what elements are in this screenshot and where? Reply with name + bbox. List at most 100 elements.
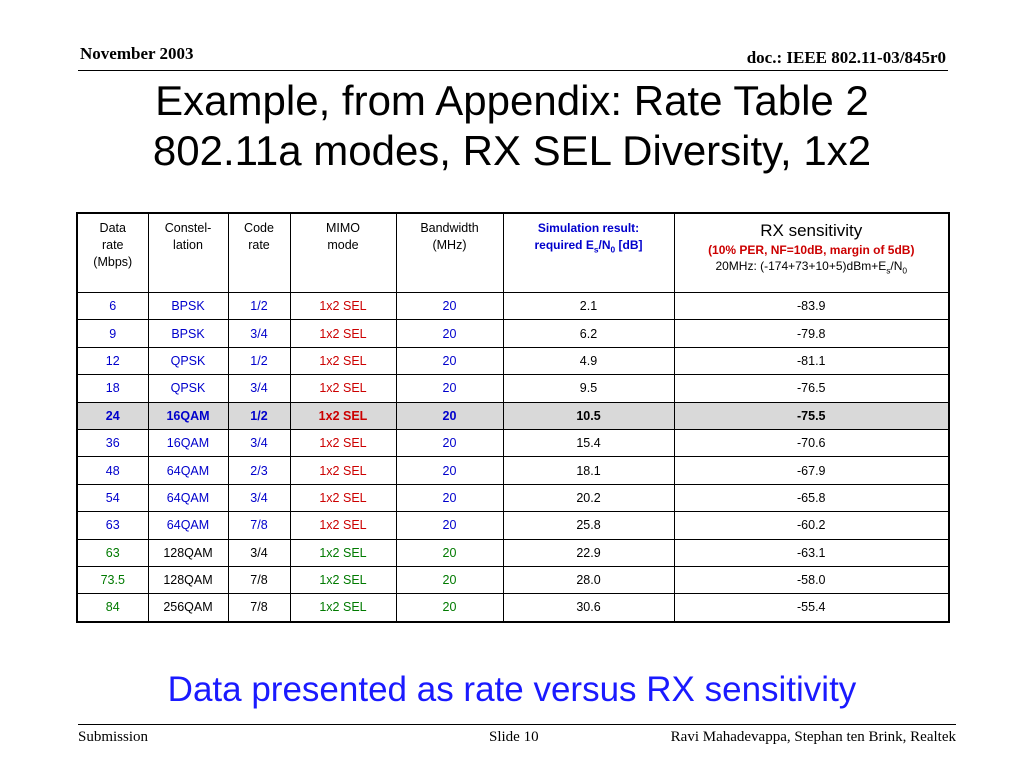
- table-row: 36 16QAM 3/4 1x2 SEL 20 15.4 -70.6: [76, 428, 950, 458]
- cell-mimo-mode: 1x2 SEL: [289, 428, 397, 458]
- cell-code-rate: 3/4: [227, 374, 291, 403]
- header-code-rate: Code rate: [227, 212, 291, 293]
- cell-constellation: QPSK: [147, 374, 229, 403]
- cell-bandwidth: 20: [395, 319, 504, 348]
- header-rx-formula-sub-s: s: [886, 265, 891, 276]
- cell-bandwidth: 20: [395, 374, 504, 403]
- cell-rx-sensitivity: -75.5: [673, 401, 950, 430]
- cell-rate: 63: [76, 511, 149, 540]
- cell-rx-sensitivity: -81.1: [673, 346, 950, 376]
- cell-rx-sensitivity: -65.8: [673, 483, 950, 513]
- cell-simulation-result: 25.8: [502, 511, 675, 540]
- cell-rx-sensitivity: -83.9: [673, 291, 950, 321]
- cell-rx-sensitivity: -58.0: [673, 565, 950, 595]
- cell-simulation-result: 28.0: [502, 565, 675, 595]
- header-data-rate: Data rate (Mbps): [76, 212, 149, 293]
- cell-code-rate: 1/2: [227, 401, 291, 430]
- cell-constellation: 64QAM: [147, 511, 229, 540]
- header-mimo-mode: MIMO mode: [289, 212, 397, 293]
- cell-bandwidth: 20: [395, 401, 504, 430]
- cell-code-rate: 7/8: [227, 593, 291, 623]
- table-row: 9 BPSK 3/4 1x2 SEL 20 6.2 -79.8: [76, 319, 950, 348]
- table-row: 6 BPSK 1/2 1x2 SEL 20 2.1 -83.9: [76, 291, 950, 321]
- table-row: 48 64QAM 2/3 1x2 SEL 20 18.1 -67.9: [76, 456, 950, 485]
- cell-bandwidth: 20: [395, 483, 504, 513]
- cell-rx-sensitivity: -55.4: [673, 593, 950, 623]
- cell-bandwidth: 20: [395, 291, 504, 321]
- header-bandwidth-line-2: (MHz): [432, 238, 467, 252]
- footer-slide-number: Slide 10: [489, 729, 539, 745]
- footer-submission: Submission: [78, 729, 149, 745]
- cell-code-rate: 1/2: [227, 346, 291, 376]
- header-rx-formula-mid: /N: [890, 259, 903, 273]
- cell-simulation-result: 15.4: [502, 428, 675, 458]
- cell-mimo-mode: 1x2 SEL: [289, 291, 397, 321]
- header-bandwidth-line-1: Bandwidth: [420, 221, 479, 235]
- header-constellation-line-2: lation: [173, 238, 203, 252]
- header-rx-note: (10% PER, NF=10dB, margin of 5dB): [708, 243, 915, 257]
- cell-simulation-result: 20.2: [502, 483, 675, 513]
- table-row: 12 QPSK 1/2 1x2 SEL 20 4.9 -81.1: [76, 346, 950, 376]
- header-constellation-line-1: Constel-: [164, 221, 212, 235]
- slide-title-line-1: Example, from Appendix: Rate Table 2: [155, 77, 869, 124]
- cell-constellation: BPSK: [147, 319, 229, 348]
- cell-constellation: 128QAM: [147, 538, 229, 567]
- cell-rate: 54: [76, 483, 149, 513]
- cell-code-rate: 7/8: [227, 565, 291, 595]
- footer-divider: [78, 724, 956, 725]
- cell-constellation: 256QAM: [147, 593, 229, 623]
- cell-mimo-mode: 1x2 SEL: [289, 565, 397, 595]
- header-sim-text-mid: /N: [598, 238, 611, 252]
- table-row: 24 16QAM 1/2 1x2 SEL 20 10.5 -75.5: [76, 401, 950, 430]
- cell-constellation: 64QAM: [147, 456, 229, 485]
- cell-rate: 48: [76, 456, 149, 485]
- header-mimo-line-1: MIMO: [325, 221, 361, 235]
- cell-bandwidth: 20: [395, 511, 504, 540]
- cell-simulation-result: 9.5: [502, 374, 675, 403]
- cell-rate: 6: [76, 291, 149, 321]
- table-row: 73.5 128QAM 7/8 1x2 SEL 20 28.0 -58.0: [76, 565, 950, 595]
- cell-code-rate: 7/8: [227, 511, 291, 540]
- header-date: November 2003: [80, 44, 194, 63]
- cell-mimo-mode: 1x2 SEL: [289, 483, 397, 513]
- cell-rate: 12: [76, 346, 149, 376]
- cell-mimo-mode: 1x2 SEL: [289, 346, 397, 376]
- table-row: 18 QPSK 3/4 1x2 SEL 20 9.5 -76.5: [76, 374, 950, 403]
- cell-constellation: 128QAM: [147, 565, 229, 595]
- header-sim-line-2: required Es/N0 [dB]: [534, 238, 643, 255]
- cell-rx-sensitivity: -79.8: [673, 319, 950, 348]
- table-row: 54 64QAM 3/4 1x2 SEL 20 20.2 -65.8: [76, 483, 950, 513]
- cell-bandwidth: 20: [395, 565, 504, 595]
- header-doc-id: doc.: IEEE 802.11-03/845r0: [746, 48, 946, 67]
- header-rx-title: RX sensitivity: [760, 221, 863, 240]
- table-row: 63 128QAM 3/4 1x2 SEL 20 22.9 -63.1: [76, 538, 950, 567]
- cell-mimo-mode: 1x2 SEL: [289, 374, 397, 403]
- slide-title-line-2: 802.11a modes, RX SEL Diversity, 1x2: [152, 127, 872, 174]
- cell-bandwidth: 20: [395, 428, 504, 458]
- header-data-rate-line-2: rate: [101, 238, 124, 252]
- cell-code-rate: 2/3: [227, 456, 291, 485]
- cell-mimo-mode: 1x2 SEL: [289, 538, 397, 567]
- cell-code-rate: 3/4: [227, 319, 291, 348]
- cell-simulation-result: 2.1: [502, 291, 675, 321]
- header-sim-text-post: [dB]: [615, 238, 643, 252]
- cell-bandwidth: 20: [395, 593, 504, 623]
- cell-bandwidth: 20: [395, 456, 504, 485]
- cell-mimo-mode: 1x2 SEL: [289, 593, 397, 623]
- cell-rx-sensitivity: -70.6: [673, 428, 950, 458]
- cell-bandwidth: 20: [395, 346, 504, 376]
- header-data-rate-line-1: Data: [99, 221, 126, 235]
- header-code-rate-line-1: Code: [244, 221, 274, 235]
- cell-rx-sensitivity: -63.1: [673, 538, 950, 567]
- cell-mimo-mode: 1x2 SEL: [289, 401, 397, 430]
- cell-rate: 63: [76, 538, 149, 567]
- header-rx-formula-pre: 20MHz: (-174+73+10+5)dBm+E: [715, 259, 887, 273]
- cell-rate: 9: [76, 319, 149, 348]
- cell-constellation: BPSK: [147, 291, 229, 321]
- cell-rate: 73.5: [76, 565, 149, 595]
- cell-mimo-mode: 1x2 SEL: [289, 456, 397, 485]
- header-sim-sub-s: s: [593, 244, 599, 255]
- cell-simulation-result: 18.1: [502, 456, 675, 485]
- cell-code-rate: 1/2: [227, 291, 291, 321]
- cell-rx-sensitivity: -67.9: [673, 456, 950, 485]
